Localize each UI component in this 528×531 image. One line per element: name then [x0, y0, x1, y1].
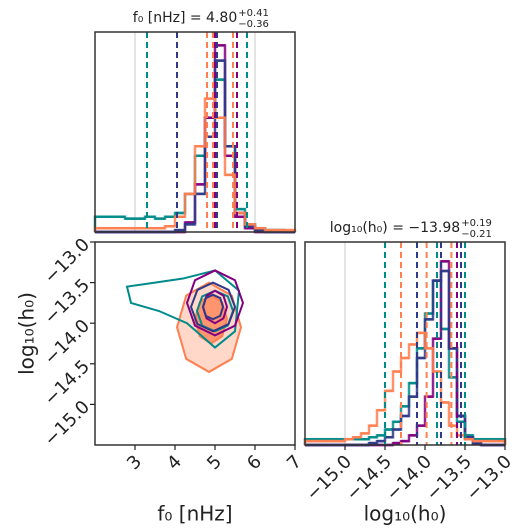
x-tick-label: 4: [163, 451, 186, 474]
x-tick-label: 5: [203, 451, 226, 474]
x-tick-label: 6: [243, 451, 266, 474]
contour: [201, 293, 225, 321]
x-tick-label: −13.0: [462, 451, 516, 505]
contour: [189, 281, 237, 333]
x-tick-label: 3: [123, 451, 146, 474]
histogram-outline: [305, 260, 505, 447]
histogram-outline: [303, 279, 507, 445]
title-lower: −0.36: [238, 19, 269, 30]
title-lower: −0.21: [461, 229, 492, 240]
y-tick-label: −13.5: [40, 275, 94, 329]
x-tick-label: 7: [283, 451, 306, 474]
y-tick-label: −14.0: [40, 315, 94, 369]
contour: [125, 269, 241, 349]
x-axis-label: log₁₀(h₀): [364, 502, 447, 526]
contour: [185, 269, 245, 337]
axes-frame: [94, 31, 296, 233]
axes-frame: [304, 241, 506, 446]
panel-title: f₀ [nHz] = 4.80: [133, 10, 237, 26]
contour: [195, 289, 235, 333]
axes-frame: [94, 241, 296, 446]
panel-title: log₁₀(h₀) = −13.98: [330, 220, 460, 236]
y-tick-label: −14.5: [40, 356, 94, 410]
y-tick-label: −15.0: [40, 397, 94, 451]
x-axis-label: f₀ [nHz]: [157, 502, 232, 526]
histogram-outline: [303, 331, 507, 445]
title-upper: +0.41: [238, 8, 269, 19]
y-tick-label: −13.0: [40, 234, 94, 288]
title-upper: +0.19: [461, 218, 492, 229]
y-axis-label: log₁₀(h₀): [15, 292, 39, 375]
